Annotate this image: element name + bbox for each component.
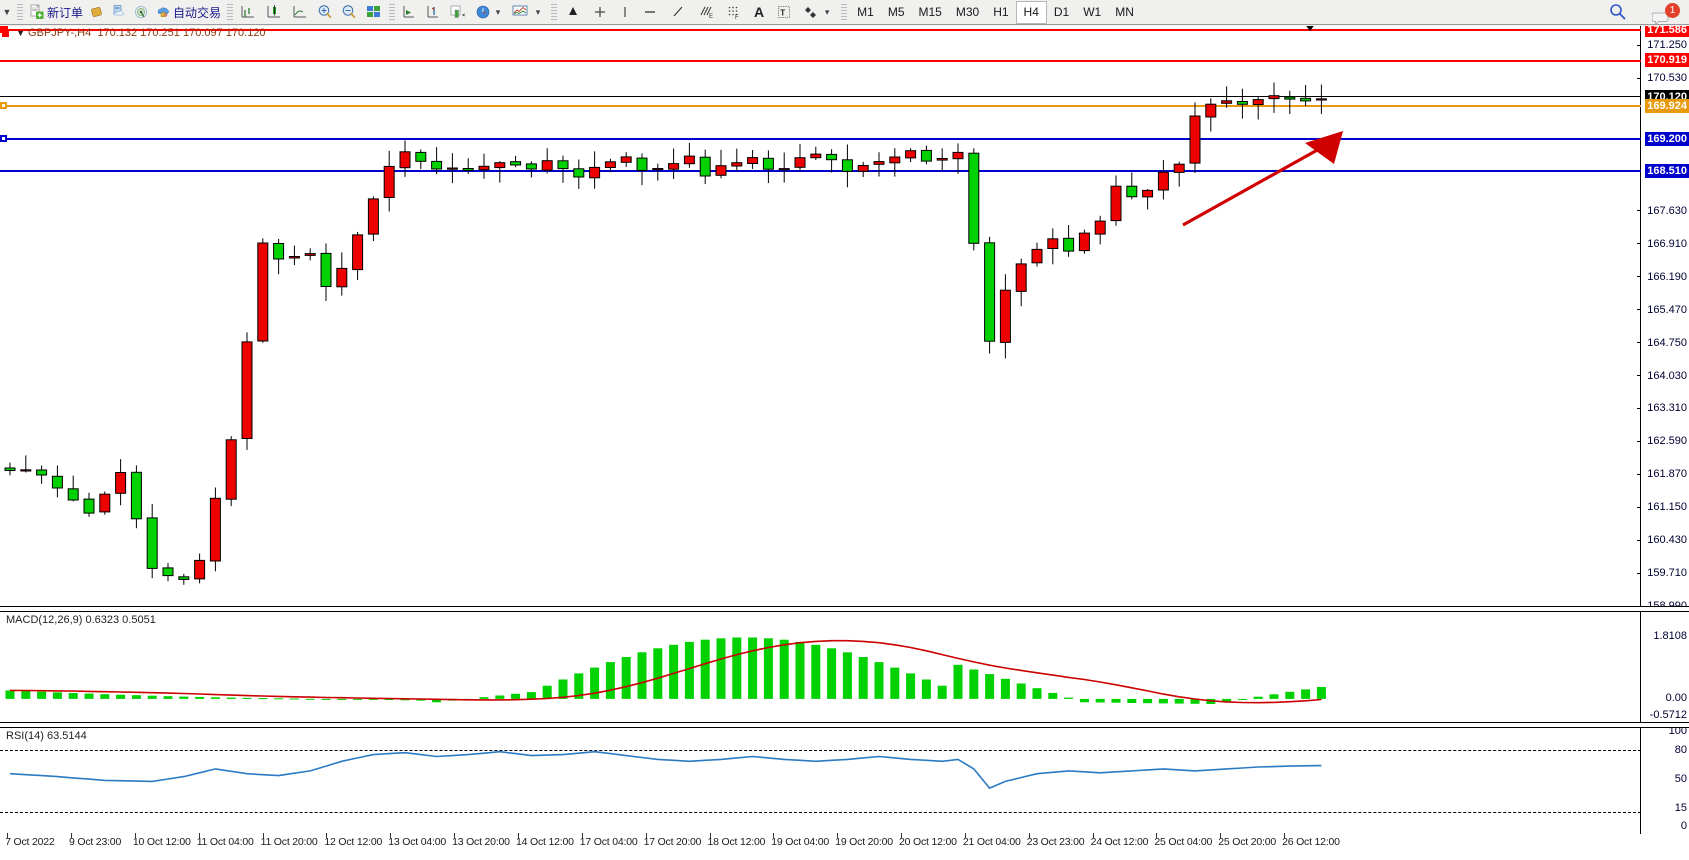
svg-text:E: E bbox=[709, 14, 713, 20]
svg-text:T: T bbox=[780, 9, 785, 18]
svg-text:F: F bbox=[735, 15, 739, 20]
